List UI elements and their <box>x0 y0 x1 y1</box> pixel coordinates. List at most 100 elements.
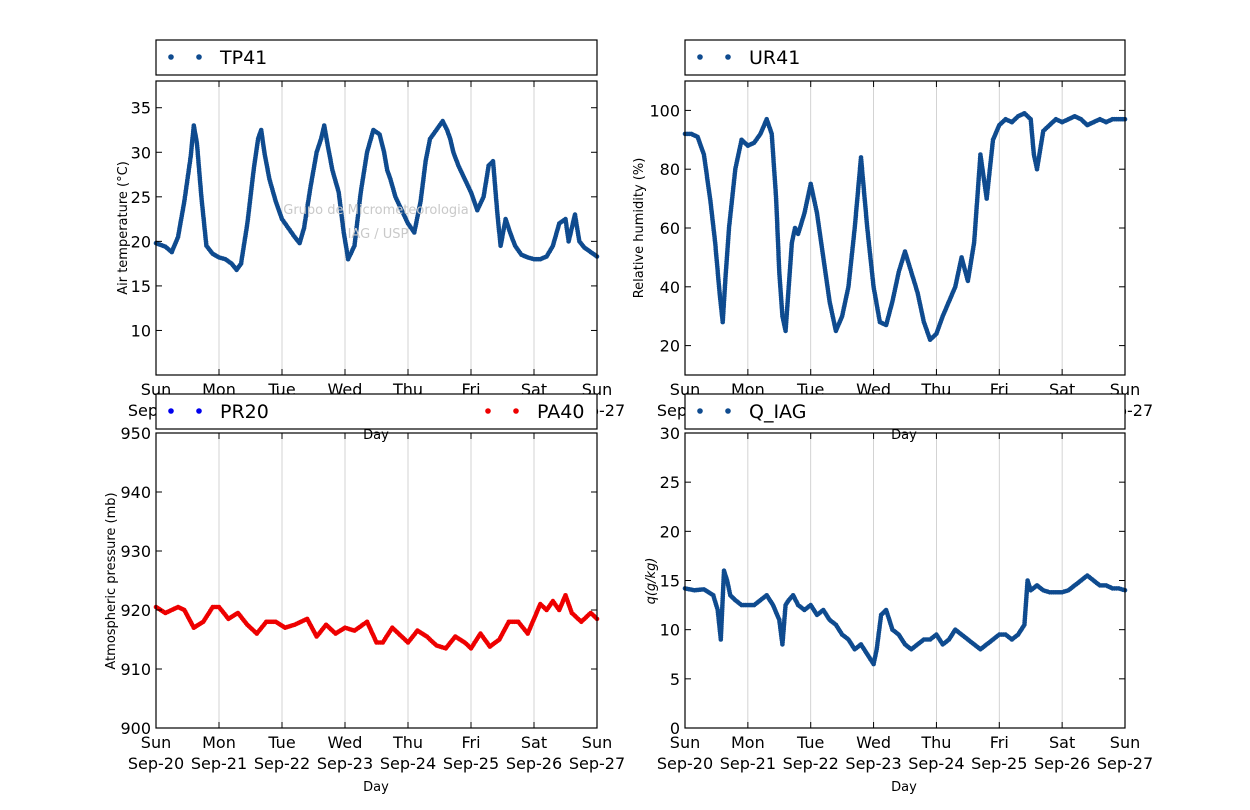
x-tick-label-day: Sun <box>582 733 612 752</box>
x-tick-label-day: Sat <box>1049 733 1075 752</box>
watermark-line-1: Grupo de Micrometeorologia <box>283 203 469 218</box>
legend-label: TP41 <box>219 47 267 69</box>
x-tick-label-day: Wed <box>856 733 891 752</box>
x-tick-label-day: Thu <box>392 733 423 752</box>
y-tick-label: 950 <box>120 424 151 443</box>
panel-relative-humidity: UR41 SunSep-20MonSep-21TueSep-22WedSep-2… <box>632 39 1153 443</box>
legend-background <box>156 394 597 429</box>
x-tick-label-day: Sun <box>1110 733 1140 752</box>
y-tick-label: 30 <box>131 143 151 162</box>
legend-marker <box>168 408 174 414</box>
axis-ticks: SunSep-20MonSep-21TueSep-22WedSep-23ThuS… <box>649 81 1153 420</box>
legend-entries: Q_IAG <box>697 401 806 423</box>
x-tick-label-day: Sun <box>670 733 700 752</box>
x-tick-label-date: Sep-22 <box>783 754 839 773</box>
y-axis-label: q(g/kg) <box>644 558 659 605</box>
legend-marker <box>725 54 731 60</box>
panel-air-temperature: TP41 SunSep-20MonSep-21TueSep-22WedSep-2… <box>116 39 625 443</box>
legend-label: UR41 <box>749 47 800 69</box>
panel-specific-humidity: Q_IAG Sun Sep-20 Mon Sep-21 Tue Sep-22 Wed Sep-… <box>644 393 1153 795</box>
x-tick-label-day: Fri <box>461 733 480 752</box>
legend-marker <box>168 54 174 60</box>
y-tick-label: 35 <box>131 99 151 118</box>
legend-marker <box>697 54 703 60</box>
plot-frame <box>155 432 598 729</box>
y-tick-label: 30 <box>660 424 680 443</box>
x-tick-label-date: Sep-27 <box>569 754 625 773</box>
x-tick-label-day: Tue <box>796 733 824 752</box>
x-tick-label-date: Sep-24 <box>380 754 436 773</box>
legend-box <box>155 393 598 430</box>
y-tick-label: 15 <box>131 277 151 296</box>
x-tick-label-day: Mon <box>731 733 765 752</box>
x-tick-label-day: Tue <box>267 733 295 752</box>
y-tick-label: 20 <box>660 522 680 541</box>
watermark-line-2: IAG / USP <box>348 227 409 242</box>
y-tick-label: 40 <box>660 278 680 297</box>
x-axis-label: Day <box>363 428 389 443</box>
y-tick-label: 10 <box>131 321 151 340</box>
legend-marker <box>725 408 731 414</box>
legend-marker <box>513 408 519 414</box>
legend-label: PR20 <box>220 401 269 423</box>
x-axis-label: Day <box>891 428 917 443</box>
x-tick-label-date: Sep-26 <box>506 754 562 773</box>
legend-entries: TP41 <box>168 47 267 69</box>
y-tick-label: 80 <box>660 160 680 179</box>
y-tick-label: 15 <box>660 572 680 591</box>
legend-label: PA40 <box>537 401 584 423</box>
legend-entries: PR20 PA40 <box>168 401 584 423</box>
legend-box <box>684 393 1126 430</box>
x-tick-label-date: Sep-25 <box>443 754 499 773</box>
y-axis-label: Air temperature (°C) <box>116 161 131 295</box>
scatter-points <box>153 118 600 273</box>
scatter-points <box>682 111 1128 343</box>
y-axis-label: Relative humidity (%) <box>632 158 647 299</box>
legend-marker <box>196 54 202 60</box>
x-tick-label-date: Sep-22 <box>254 754 310 773</box>
axis-ticks: SunSep-20MonSep-21TueSep-22WedSep-23ThuS… <box>657 424 1153 773</box>
x-tick-label-date: Sep-26 <box>1034 754 1090 773</box>
x-tick-label-date: Sep-27 <box>1097 754 1153 773</box>
x-tick-label-day: Wed <box>328 733 363 752</box>
x-tick-label-day: Thu <box>920 733 951 752</box>
x-grid <box>747 81 1063 375</box>
y-tick-label: 0 <box>670 719 680 738</box>
y-tick-label: 60 <box>660 219 680 238</box>
y-tick-label: 25 <box>131 188 151 207</box>
y-tick-label: 100 <box>649 101 680 120</box>
y-tick-label: 10 <box>660 621 680 640</box>
x-axis-label: Day <box>363 780 389 795</box>
x-tick-label-date: Sep-21 <box>720 754 776 773</box>
y-tick-label: 940 <box>120 483 151 502</box>
x-tick-label-day: Mon <box>202 733 236 752</box>
x-tick-label-date: Sep-25 <box>971 754 1027 773</box>
x-grid <box>218 81 535 375</box>
x-tick-label-day: Sat <box>521 733 547 752</box>
x-tick-label-date: Sep-23 <box>845 754 901 773</box>
legend-box <box>684 39 1126 76</box>
panel-atmospheric-pressure: PR20 PA40 SunSep-20MonSep-21TueSep-22WedS… <box>104 393 625 795</box>
x-tick-label-date: Sep-23 <box>317 754 373 773</box>
y-tick-label: 20 <box>131 232 151 251</box>
plot-frame <box>155 80 598 376</box>
scatter-points <box>153 593 600 651</box>
y-tick-label: 920 <box>120 601 151 620</box>
x-tick-label-date: Sep-20 <box>128 754 184 773</box>
y-tick-label: 900 <box>120 719 151 738</box>
legend-label: Q_IAG <box>749 401 806 423</box>
x-tick-label-date: Sep-21 <box>191 754 247 773</box>
x-axis-label: Day <box>891 780 917 795</box>
axis-ticks: Sun Sep-20 Mon Sep-21 Tue Sep-22 Wed Sep-23 Thu S… <box>120 424 625 773</box>
y-tick-label: 25 <box>660 473 680 492</box>
plot-frame <box>684 432 1126 729</box>
y-tick-label: 930 <box>120 542 151 561</box>
legend-marker <box>485 408 491 414</box>
legend-marker <box>196 408 202 414</box>
x-tick-label-day: Fri <box>990 733 1009 752</box>
y-axis-label: Atmospheric pressure (mb) <box>104 492 119 669</box>
legend-marker <box>697 408 703 414</box>
y-tick-label: 20 <box>660 337 680 356</box>
x-tick-label-date: Sep-24 <box>908 754 964 773</box>
